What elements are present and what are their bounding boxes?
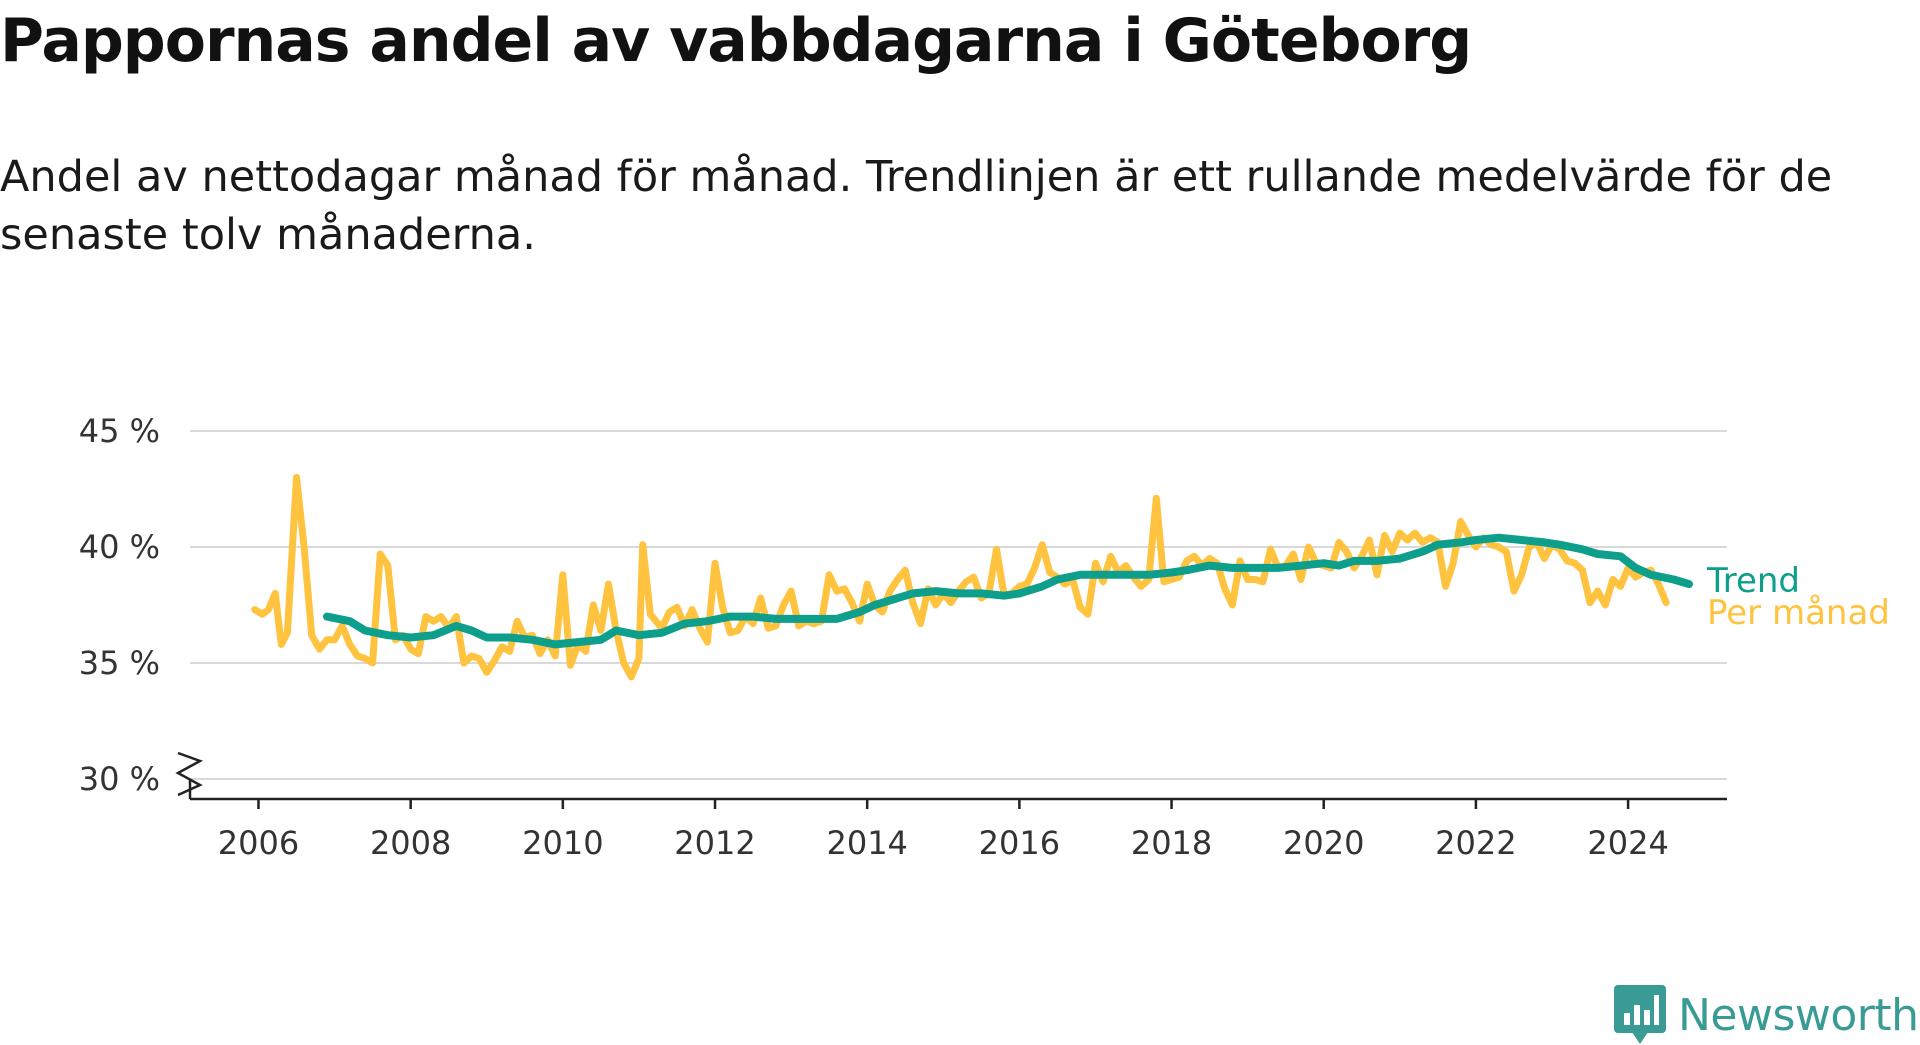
chart-title: Pappornas andel av vabbdagarna i Götebor… — [0, 6, 1472, 76]
axis-break-icon — [175, 751, 204, 797]
series-line-trend — [323, 533, 1693, 649]
x-tick-label: 2010 — [522, 824, 603, 862]
x-tick-label: 2020 — [1283, 824, 1364, 862]
x-tick-label: 2024 — [1587, 824, 1668, 862]
x-tick-label: 2018 — [1131, 824, 1212, 862]
newsworthy-logo: Newsworthy — [1614, 985, 1920, 1045]
x-tick-label: 2014 — [826, 824, 907, 862]
x-tick-label: 2008 — [370, 824, 451, 862]
series-lines — [251, 473, 1693, 681]
logo-text: Newsworthy — [1678, 989, 1920, 1041]
x-tick-label: 2006 — [218, 824, 299, 862]
y-tick-label: 45 % — [79, 412, 160, 450]
series-label-per-manad: Per månad — [1707, 593, 1890, 633]
x-tick-label: 2016 — [979, 824, 1060, 862]
x-axis: 2006 2008 2010 2012 2014 2016 2018 2020 2022 2024 — [188, 779, 1727, 862]
bar-chart-speech-bubble-icon — [1614, 985, 1666, 1044]
series-label-trend: Trend — [1706, 561, 1800, 601]
y-tick-label: 35 % — [79, 644, 160, 682]
y-axis: 30 % 35 % 40 % 45 % — [79, 412, 160, 798]
y-tick-label: 30 % — [79, 760, 160, 798]
y-tick-label: 40 % — [79, 528, 160, 566]
chart-subtitle: Andel av nettodagar månad för månad. Tre… — [0, 152, 1833, 260]
gridlines — [190, 430, 1727, 780]
series-line-per-manad — [251, 473, 1670, 681]
x-tick-label: 2022 — [1435, 824, 1516, 862]
x-tick-label: 2012 — [674, 824, 755, 862]
